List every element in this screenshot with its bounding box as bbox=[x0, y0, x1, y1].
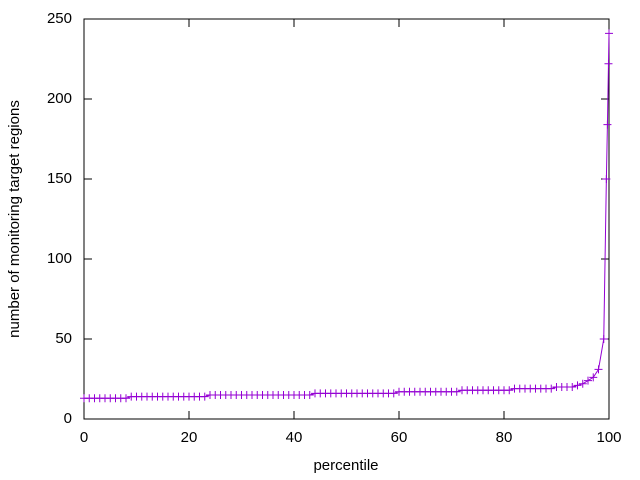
y-tick-label: 100 bbox=[47, 250, 72, 267]
y-tick-label: 50 bbox=[55, 330, 72, 347]
data-point bbox=[305, 391, 314, 399]
y-tick-label: 200 bbox=[47, 90, 72, 107]
x-tick-label: 80 bbox=[496, 429, 513, 446]
data-point bbox=[603, 120, 612, 129]
data-point bbox=[505, 386, 514, 395]
data-point bbox=[594, 365, 603, 374]
data-point bbox=[200, 392, 209, 401]
data-line bbox=[84, 33, 610, 399]
plot-border bbox=[83, 18, 610, 420]
x-tick-label: 20 bbox=[181, 429, 198, 446]
x-tick-label: 40 bbox=[286, 429, 303, 446]
data-point bbox=[584, 376, 592, 385]
data-point bbox=[604, 59, 613, 68]
x-tick-label: 60 bbox=[391, 429, 408, 446]
data-point bbox=[389, 389, 398, 398]
y-tick-label: 0 bbox=[64, 410, 72, 427]
y-tick-label: 250 bbox=[47, 10, 72, 27]
data-point bbox=[589, 373, 598, 382]
data-point bbox=[547, 384, 556, 393]
data-point bbox=[452, 387, 461, 396]
y-tick-label: 150 bbox=[47, 170, 72, 187]
data-point bbox=[568, 383, 577, 391]
data-point bbox=[122, 394, 130, 403]
x-tick-label: 100 bbox=[596, 429, 621, 446]
data-point bbox=[578, 379, 587, 388]
x-tick-label: 0 bbox=[80, 429, 88, 446]
x-axis-label: percentile bbox=[313, 457, 378, 474]
data-point bbox=[602, 175, 611, 183]
data-point bbox=[573, 381, 582, 390]
data-point bbox=[599, 335, 608, 343]
y-axis-label: number of monitoring target regions bbox=[6, 100, 23, 338]
data-point bbox=[605, 29, 613, 38]
